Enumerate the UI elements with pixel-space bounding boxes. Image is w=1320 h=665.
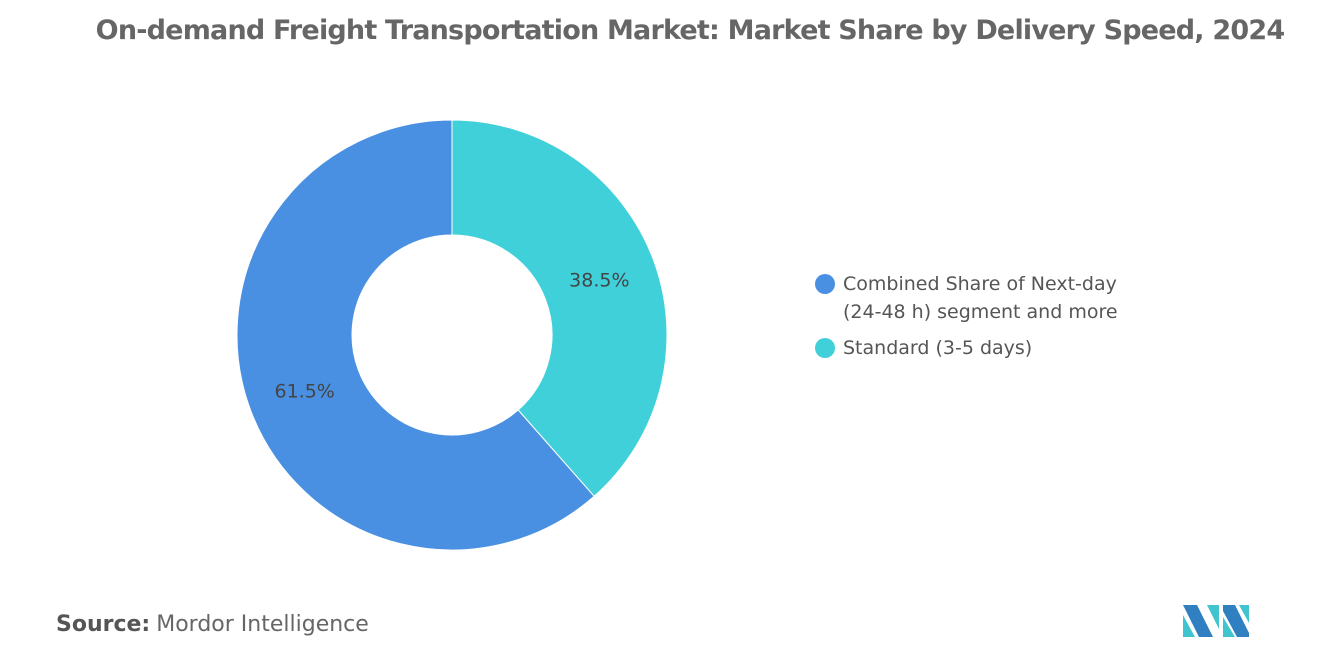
legend-label: Standard (3-5 days) [843,337,1033,359]
legend-swatch [815,338,835,358]
donut-slice [451,119,668,497]
legend-label: Combined Share of Next-day (24-48 h) segm… [843,273,1118,323]
legend: Combined Share of Next-day (24-48 h) segm… [815,270,1118,370]
chart-title: On-demand Freight Transportation Market:… [95,15,1285,46]
legend-item-standard: Standard (3-5 days) [815,334,1118,362]
legend-swatch [815,274,835,294]
data-label: 38.5% [569,269,629,291]
data-label: 61.5% [274,381,334,403]
source: Source: Mordor Intelligence [56,612,369,637]
donut-slice [236,119,595,551]
mordor-logo [1183,605,1249,637]
legend-item-next-day: Combined Share of Next-day (24-48 h) segm… [815,270,1118,326]
